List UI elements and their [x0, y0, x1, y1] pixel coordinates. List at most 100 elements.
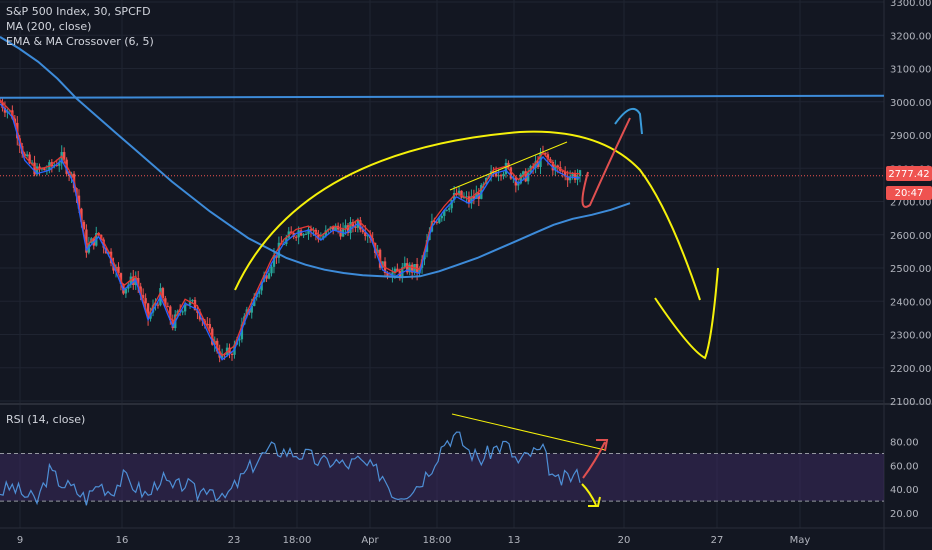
x-tick-label: 18:00 — [283, 535, 312, 546]
indicator-lines — [0, 36, 885, 361]
candle-body — [554, 165, 557, 171]
ma-legend[interactable]: MA (200, close) — [6, 20, 92, 33]
candle-body — [504, 162, 508, 174]
candle-body — [334, 225, 337, 231]
candle-body — [339, 229, 342, 237]
rsi-line — [0, 431, 581, 506]
candle-body — [267, 273, 271, 279]
main-title[interactable]: S&P 500 Index, 30, SPCFD — [6, 5, 151, 18]
candle-body — [472, 196, 476, 199]
candle-body — [38, 166, 41, 170]
y-tick-label: 2600.00 — [890, 231, 931, 242]
candle-body — [250, 305, 253, 313]
rsi-y-tick-label: 40.00 — [890, 485, 919, 496]
ma200-line — [0, 36, 631, 279]
last-price-badge: 2777.42 — [888, 169, 929, 180]
candle-body — [445, 209, 448, 211]
candle-body — [465, 196, 468, 198]
candle-body — [166, 306, 170, 308]
candle-body — [349, 222, 352, 234]
candle-body — [346, 225, 350, 234]
candle-body — [354, 226, 357, 228]
candle-body — [82, 221, 86, 230]
candle-body — [403, 263, 406, 268]
candle-body — [297, 230, 300, 238]
rsi-y-tick-label: 20.00 — [890, 509, 919, 520]
candle-body — [132, 276, 135, 286]
candle-body — [393, 268, 397, 273]
candle-body — [492, 170, 495, 172]
candle-body — [351, 222, 355, 227]
candle-body — [3, 107, 7, 113]
rsi-band — [0, 453, 884, 502]
candle-body — [406, 263, 409, 273]
ema-line-red — [0, 99, 581, 357]
candle-body — [578, 170, 582, 177]
ema-line-blue — [0, 103, 581, 361]
candle-body — [183, 304, 187, 312]
candle-body — [161, 288, 165, 299]
rsi-title[interactable]: RSI (14, close) — [6, 413, 86, 426]
candle-body — [260, 281, 263, 291]
candle-body — [272, 255, 276, 267]
y-tick-label: 2500.00 — [890, 264, 931, 275]
candle-body — [60, 152, 63, 164]
last-price-badge-bg — [886, 166, 932, 181]
y-tick-label: 2900.00 — [890, 131, 931, 142]
candle-body — [171, 320, 174, 329]
countdown-badge-bg — [886, 186, 932, 200]
x-tick-label: 16 — [116, 535, 129, 546]
candle-body — [1, 101, 4, 108]
candle-body — [568, 176, 572, 181]
countdown-badge: 20:47 — [895, 188, 924, 199]
candle-body — [294, 236, 298, 238]
candle-body — [28, 154, 31, 163]
candle-body — [408, 264, 411, 273]
drawing-red-arrow — [581, 117, 631, 208]
candle-body — [519, 174, 522, 184]
candle-body — [447, 208, 451, 210]
candle-body — [0, 101, 2, 103]
candle-body — [309, 229, 313, 231]
candle-body — [302, 234, 305, 236]
candle-body — [144, 298, 147, 304]
rsi-y-tick-label: 80.00 — [890, 438, 919, 449]
candle-body — [169, 306, 172, 321]
drawing-yellow-tail — [654, 267, 719, 360]
candle-body — [270, 266, 273, 274]
y-tick-label: 3100.00 — [890, 65, 931, 76]
candles — [0, 97, 582, 363]
x-tick-label: 27 — [711, 535, 724, 546]
candle-body — [452, 192, 456, 201]
candle-body — [396, 268, 399, 272]
candle-body — [299, 230, 303, 236]
candle-body — [287, 231, 290, 238]
drawing-blue-arrowhead — [614, 107, 643, 135]
main-legend: S&P 500 Index, 30, SPCFD MA (200, close)… — [6, 4, 154, 49]
candle-body — [230, 353, 234, 355]
x-tick-label: May — [790, 535, 811, 546]
x-tick-label: 20 — [618, 535, 631, 546]
ema-legend[interactable]: EMA & MA Crossover (6, 5) — [6, 35, 154, 48]
candle-body — [561, 170, 564, 172]
candle-body — [450, 200, 453, 209]
candle-body — [156, 304, 160, 306]
x-tick-label: 18:00 — [423, 535, 452, 546]
candle-body — [544, 152, 547, 155]
candle-body — [164, 298, 167, 307]
price-badges: 2777.42 20:47 — [886, 166, 932, 200]
candle-body — [502, 173, 505, 177]
candle-body — [566, 176, 569, 181]
candle-body — [361, 229, 365, 233]
y-tick-label: 2200.00 — [890, 364, 931, 375]
candle-body — [438, 218, 441, 223]
candle-body — [102, 239, 105, 248]
y-tick-label: 2100.00 — [890, 397, 931, 408]
candle-body — [509, 167, 513, 179]
user-drawings — [234, 107, 719, 507]
candle-body — [440, 215, 443, 219]
candle-body — [344, 225, 347, 229]
candle-body — [470, 196, 473, 204]
